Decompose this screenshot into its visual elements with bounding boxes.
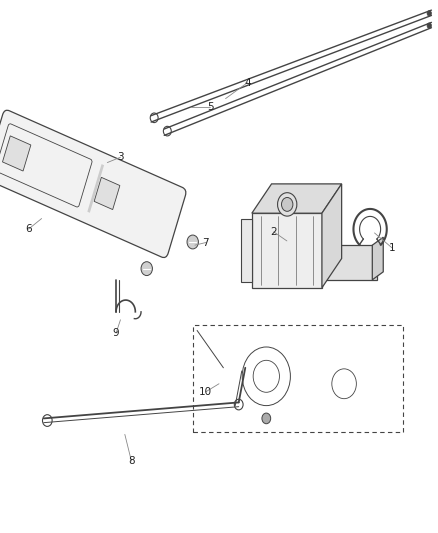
Text: 9: 9 <box>113 328 120 338</box>
Text: 2: 2 <box>270 227 277 237</box>
Bar <box>94 177 120 209</box>
Text: 5: 5 <box>207 102 214 111</box>
Circle shape <box>187 235 198 249</box>
Polygon shape <box>372 237 383 280</box>
Text: 4: 4 <box>244 78 251 87</box>
Text: 1: 1 <box>389 243 396 253</box>
Circle shape <box>262 413 271 424</box>
Circle shape <box>141 262 152 276</box>
Circle shape <box>278 192 297 216</box>
Polygon shape <box>241 219 252 282</box>
Bar <box>87 164 104 213</box>
Text: 3: 3 <box>117 152 124 162</box>
Polygon shape <box>252 213 322 288</box>
Polygon shape <box>322 184 342 288</box>
FancyBboxPatch shape <box>0 110 186 257</box>
Circle shape <box>427 23 431 28</box>
Text: 10: 10 <box>199 387 212 397</box>
Text: 6: 6 <box>25 224 32 234</box>
Text: 8: 8 <box>128 456 135 466</box>
Bar <box>193 325 403 432</box>
Circle shape <box>282 197 293 211</box>
Bar <box>3 136 31 171</box>
Polygon shape <box>252 184 342 213</box>
Text: 7: 7 <box>202 238 209 247</box>
Circle shape <box>427 11 431 16</box>
Polygon shape <box>322 245 377 280</box>
